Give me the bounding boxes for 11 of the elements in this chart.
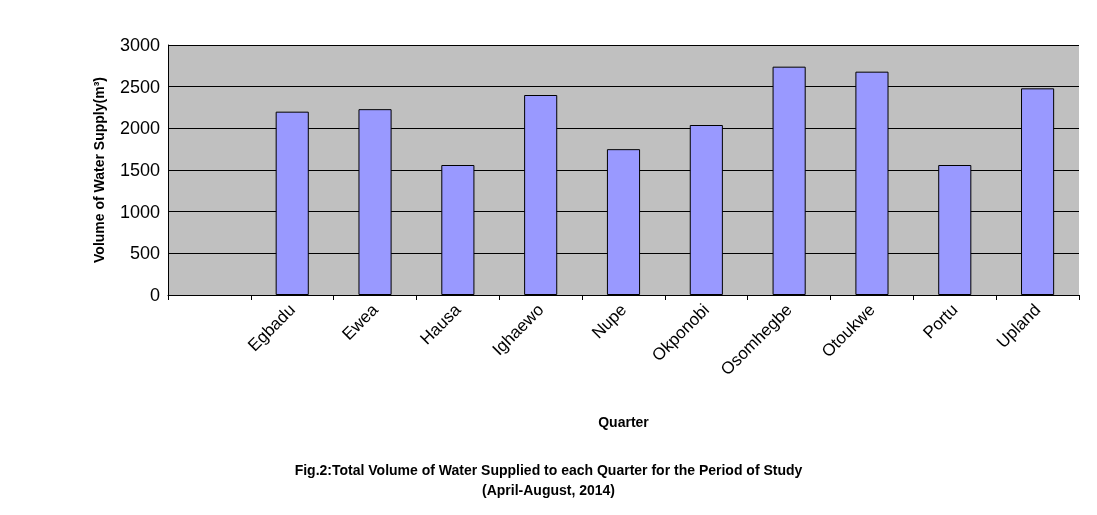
y-tick-label: 2000	[119, 118, 160, 139]
y-tick-label: 500	[129, 243, 160, 264]
y-tick-label: 1500	[119, 160, 160, 180]
text: (April-August, 2014)	[481, 482, 616, 498]
y-axis-title: Volume of Water Supply(m³)	[91, 77, 107, 263]
y-tick-label: 1000	[119, 201, 160, 222]
y-tick-label: 0	[149, 285, 160, 305]
y-tick-label: 2500	[119, 76, 160, 97]
x-axis-title: Quarter	[598, 414, 650, 430]
y-tick-label: 3000	[119, 35, 160, 55]
text: Fig.2:Total Volume of Water Supplied to each Quarter for the Period of Study	[294, 462, 803, 478]
